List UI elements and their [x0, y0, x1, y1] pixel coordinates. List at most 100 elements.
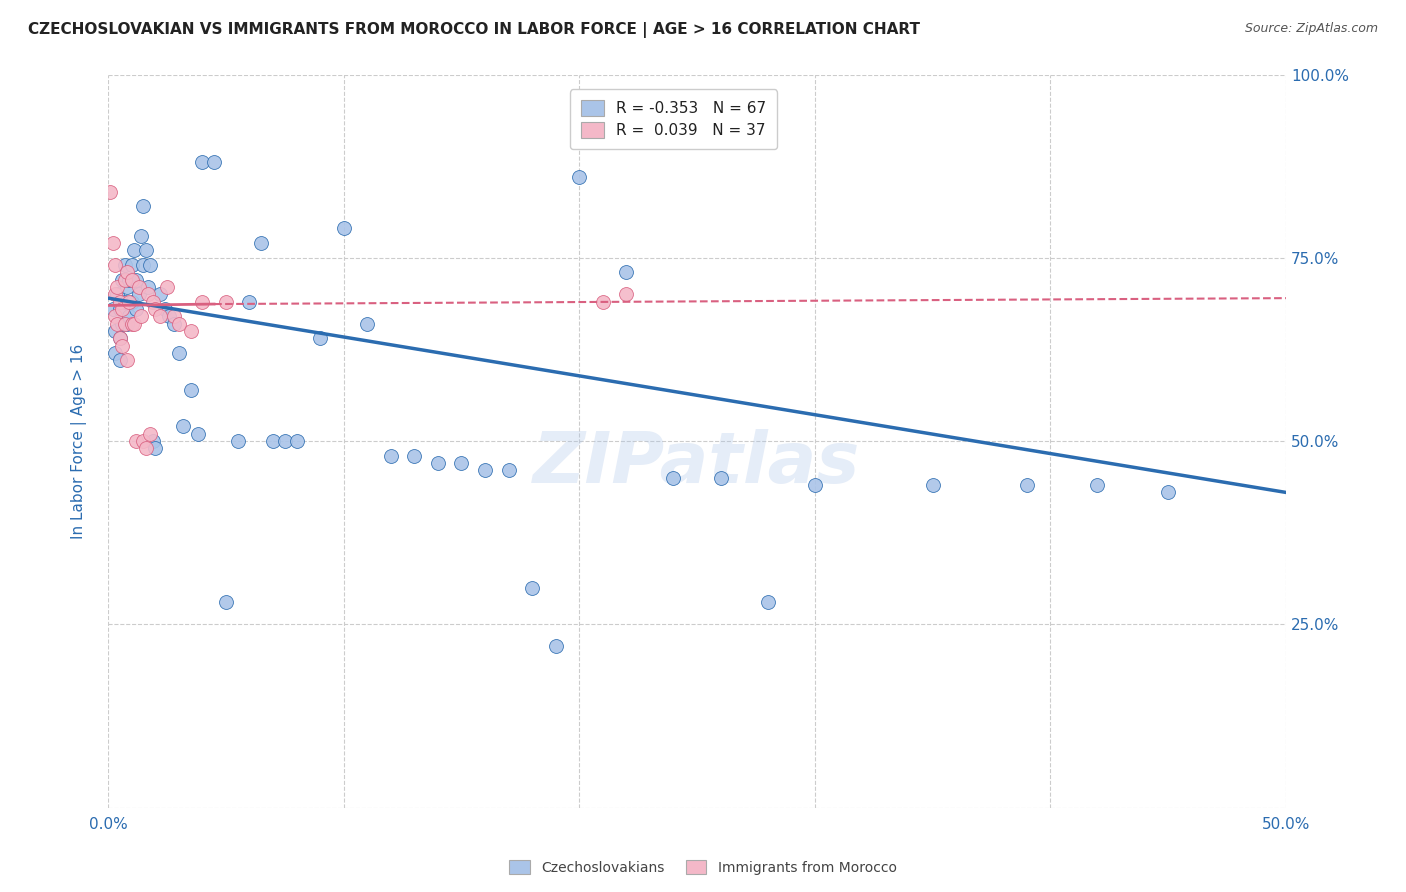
- Point: [921, 478, 943, 492]
- Point: [108, 353, 131, 368]
- Point: [309, 331, 332, 345]
- Point: [139, 426, 162, 441]
- Point: [108, 302, 131, 317]
- Point: [111, 317, 134, 331]
- Point: [149, 310, 172, 324]
- Point: [568, 170, 591, 185]
- Point: [474, 463, 496, 477]
- Point: [356, 317, 378, 331]
- Point: [132, 434, 155, 449]
- Point: [167, 317, 190, 331]
- Point: [380, 449, 402, 463]
- Point: [104, 324, 127, 338]
- Point: [121, 294, 143, 309]
- Point: [142, 294, 165, 309]
- Point: [614, 287, 637, 301]
- Point: [163, 310, 186, 324]
- Point: [450, 456, 472, 470]
- Point: [520, 581, 543, 595]
- Point: [108, 331, 131, 345]
- Point: [121, 258, 143, 272]
- Point: [115, 317, 138, 331]
- Point: [115, 280, 138, 294]
- Point: [114, 273, 136, 287]
- Point: [115, 353, 138, 368]
- Point: [111, 339, 134, 353]
- Point: [114, 294, 136, 309]
- Point: [114, 317, 136, 331]
- Point: [592, 294, 614, 309]
- Point: [132, 258, 155, 272]
- Legend: Czechoslovakians, Immigrants from Morocco: Czechoslovakians, Immigrants from Morocc…: [503, 855, 903, 880]
- Point: [756, 595, 779, 609]
- Point: [285, 434, 308, 449]
- Point: [163, 317, 186, 331]
- Point: [804, 478, 827, 492]
- Point: [136, 287, 159, 301]
- Point: [180, 383, 202, 397]
- Point: [135, 442, 157, 456]
- Point: [191, 294, 214, 309]
- Point: [122, 244, 145, 258]
- Point: [156, 280, 179, 294]
- Point: [498, 463, 520, 477]
- Point: [187, 426, 209, 441]
- Text: CZECHOSLOVAKIAN VS IMMIGRANTS FROM MOROCCO IN LABOR FORCE | AGE > 16 CORRELATION: CZECHOSLOVAKIAN VS IMMIGRANTS FROM MOROC…: [28, 22, 920, 38]
- Point: [111, 273, 134, 287]
- Point: [614, 265, 637, 279]
- Point: [332, 221, 354, 235]
- Point: [104, 346, 127, 360]
- Point: [215, 294, 238, 309]
- Point: [172, 419, 194, 434]
- Point: [202, 155, 225, 169]
- Point: [250, 236, 273, 251]
- Point: [121, 273, 143, 287]
- Point: [662, 471, 685, 485]
- Point: [107, 280, 129, 294]
- Point: [1087, 478, 1109, 492]
- Point: [1157, 485, 1180, 500]
- Point: [125, 273, 148, 287]
- Point: [111, 302, 134, 317]
- Point: [143, 302, 166, 317]
- Point: [426, 456, 449, 470]
- Point: [122, 317, 145, 331]
- Point: [226, 434, 249, 449]
- Point: [101, 236, 124, 251]
- Point: [136, 280, 159, 294]
- Point: [128, 287, 150, 301]
- Point: [107, 287, 129, 301]
- Point: [262, 434, 284, 449]
- Point: [139, 258, 162, 272]
- Point: [115, 265, 138, 279]
- Point: [215, 595, 238, 609]
- Point: [1015, 478, 1038, 492]
- Point: [142, 434, 165, 449]
- Point: [104, 310, 127, 324]
- Point: [180, 324, 202, 338]
- Point: [118, 310, 141, 324]
- Point: [104, 287, 127, 301]
- Text: ZIPatlas: ZIPatlas: [533, 428, 860, 498]
- Point: [153, 302, 176, 317]
- Point: [125, 302, 148, 317]
- Point: [167, 346, 190, 360]
- Point: [108, 331, 131, 345]
- Y-axis label: In Labor Force | Age > 16: In Labor Force | Age > 16: [72, 343, 87, 539]
- Point: [132, 199, 155, 213]
- Point: [709, 471, 731, 485]
- Point: [108, 294, 131, 309]
- Text: Source: ZipAtlas.com: Source: ZipAtlas.com: [1244, 22, 1378, 36]
- Point: [104, 258, 127, 272]
- Point: [157, 310, 180, 324]
- Point: [121, 317, 143, 331]
- Point: [544, 640, 567, 654]
- Point: [143, 442, 166, 456]
- Point: [274, 434, 297, 449]
- Point: [129, 310, 152, 324]
- Point: [129, 228, 152, 243]
- Point: [101, 302, 124, 317]
- Point: [149, 287, 172, 301]
- Point: [100, 185, 122, 199]
- Point: [125, 434, 148, 449]
